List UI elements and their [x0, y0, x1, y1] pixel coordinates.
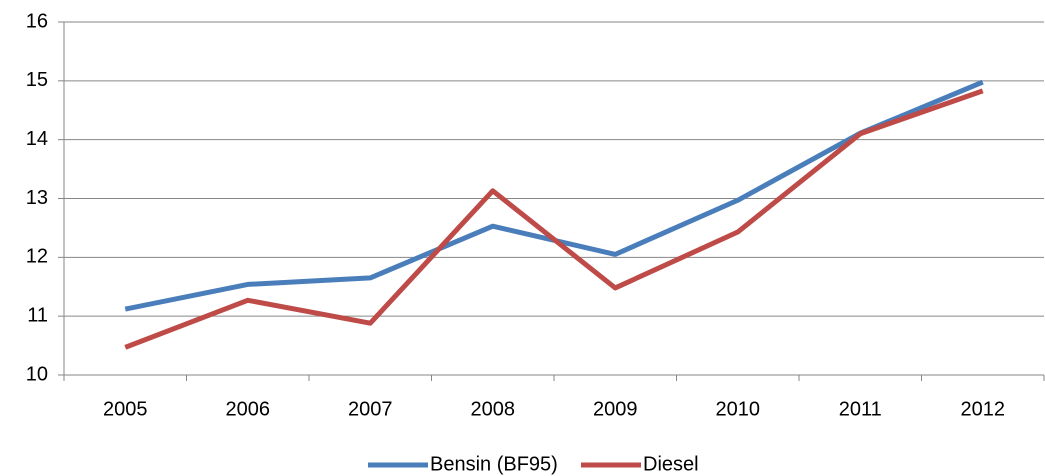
series-line [124, 79, 984, 312]
x-tick-label: 2012 [961, 398, 1006, 420]
x-tick-label: 2007 [348, 398, 393, 420]
series-line [124, 88, 984, 350]
legend-label: Diesel [643, 453, 699, 475]
y-tick-label: 11 [27, 304, 48, 326]
x-tick-label: 2010 [716, 398, 761, 420]
legend-label: Bensin (BF95) [430, 453, 558, 475]
x-tick-label: 2009 [593, 398, 638, 420]
y-tick-label: 14 [26, 128, 48, 150]
y-tick-label: 15 [26, 69, 48, 91]
y-tick-label: 10 [26, 363, 48, 385]
y-tick-label: 12 [26, 246, 48, 268]
y-tick-label: 16 [26, 10, 48, 32]
x-tick-label: 2006 [226, 398, 271, 420]
x-tick-label: 2011 [839, 398, 882, 420]
x-tick-label: 2008 [471, 398, 516, 420]
y-tick-label: 13 [26, 187, 48, 209]
x-tick-label: 2005 [103, 398, 148, 420]
